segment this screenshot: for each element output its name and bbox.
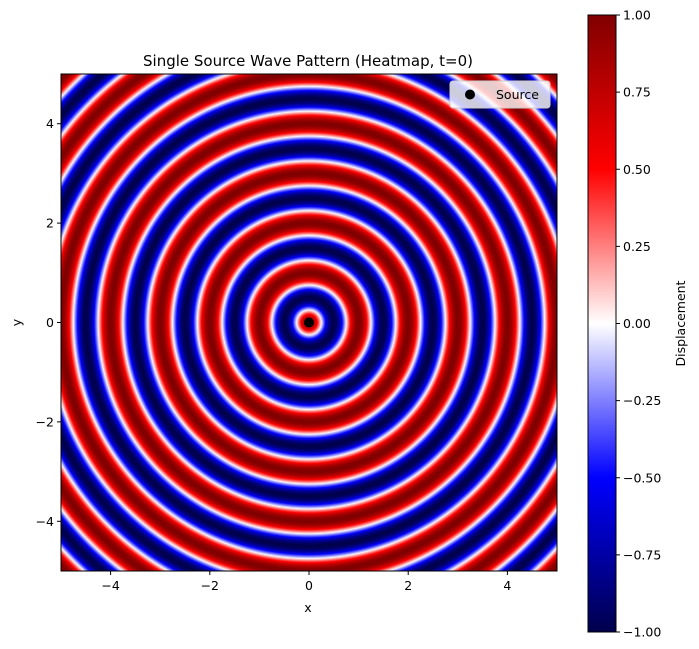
legend-source-label: Source <box>496 87 539 102</box>
x-tick-label: 0 <box>305 578 313 593</box>
colorbar-tick-label: 0.00 <box>623 316 651 331</box>
y-tick-label: 0 <box>46 315 54 330</box>
x-tick-label: 2 <box>404 578 412 593</box>
colorbar-ticks: 1.00 0.75 0.50 0.25 0.00 −0.25 −0.50 −0.75 −1.00 <box>616 8 661 640</box>
colorbar-tick-label: 0.75 <box>623 85 651 100</box>
y-tick-label: −4 <box>36 514 54 529</box>
x-tick-label: −2 <box>201 578 219 593</box>
colorbar-label: Displacement <box>673 280 688 366</box>
colorbar-tick-label: 1.00 <box>623 8 651 23</box>
y-tick-label: 2 <box>46 216 54 231</box>
plot-area: −4 −2 0 2 4 −4 −2 0 2 4 <box>36 73 558 593</box>
y-axis-label: y <box>9 318 24 326</box>
y-tick-label: 4 <box>46 116 54 131</box>
legend-box <box>449 80 551 109</box>
x-axis-label: x <box>304 600 311 615</box>
x-axis: −4 −2 0 2 4 <box>101 571 511 593</box>
y-tick-label: −2 <box>36 414 54 429</box>
colorbar-tick-label: 0.50 <box>623 162 651 177</box>
legend: Source <box>449 80 551 109</box>
y-axis: −4 −2 0 2 4 <box>36 116 61 529</box>
x-tick-label: −4 <box>101 578 119 593</box>
colorbar-tick-label: −0.50 <box>623 470 661 485</box>
x-tick-label: 4 <box>503 578 511 593</box>
source-marker <box>304 317 314 328</box>
colorbar-tick-label: −0.75 <box>623 547 661 562</box>
colorbar-tick-label: −1.00 <box>623 625 661 640</box>
colorbar-gradient <box>587 14 617 633</box>
colorbar: 1.00 0.75 0.50 0.25 0.00 −0.25 −0.50 −0.75 −1.00… <box>587 8 688 640</box>
colorbar-tick-label: 0.25 <box>623 239 651 254</box>
colorbar-tick-label: −0.25 <box>623 393 661 408</box>
chart-title: Single Source Wave Pattern (Heatmap, t=0… <box>143 52 473 70</box>
source-point <box>304 317 314 328</box>
legend-source-marker <box>465 89 475 100</box>
